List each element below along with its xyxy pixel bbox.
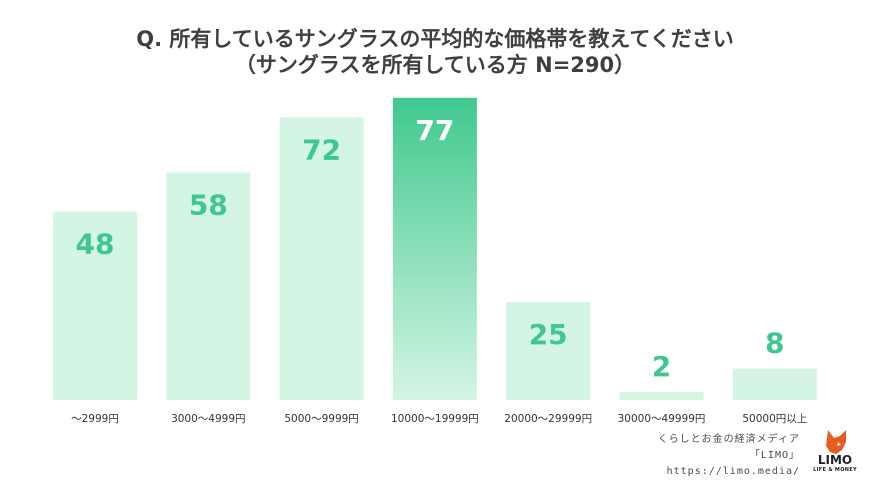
chart-title-line-1: Q. 所有しているサングラスの平均的な価格帯を教えてください: [136, 27, 734, 51]
bar-value-label-0: 48: [76, 228, 115, 261]
limo-logo: LIMO LIFE & MONEY: [812, 428, 858, 476]
bar-value-label-2: 72: [302, 133, 341, 166]
bar-1: [166, 172, 251, 400]
bar-6: [732, 368, 817, 400]
chart-title-line-2: （サングラスを所有している方 N=290）: [234, 53, 636, 77]
credit-brand: 「LIMO」: [749, 450, 800, 461]
bar-value-label-1: 58: [189, 188, 228, 221]
bar-value-label-5: 2: [652, 350, 671, 383]
fox-icon: [826, 430, 846, 454]
credit-media-name: くらしとお金の経済メディア: [657, 434, 800, 445]
credit-url: https://limo.media/: [666, 466, 800, 477]
logo-subtext: LIFE & MONEY: [813, 467, 857, 473]
x-tick-label-5: 30000〜49999円: [618, 413, 706, 425]
bar-value-label-6: 8: [765, 327, 784, 360]
x-tick-label-6: 50000円以上: [742, 413, 807, 425]
bar-5: [619, 392, 704, 400]
credit: くらしとお金の経済メディア 「LIMO」 https://limo.media/: [600, 432, 800, 480]
chart-title: Q. 所有しているサングラスの平均的な価格帯を教えてください （サングラスを所有…: [0, 26, 870, 78]
x-tick-label-4: 20000〜29999円: [504, 413, 592, 425]
x-tick-label-1: 3000〜4999円: [171, 413, 245, 425]
x-tick-label-0: 〜2999円: [71, 413, 119, 425]
bar-value-label-3: 77: [415, 114, 454, 147]
bar-4: [506, 301, 591, 400]
bar-0: [53, 211, 137, 400]
logo-text: LIMO: [817, 453, 853, 467]
x-tick-label-2: 5000〜9999円: [284, 413, 358, 425]
bar-value-label-4: 25: [529, 318, 568, 351]
x-tick-label-3: 10000〜19999円: [391, 413, 479, 425]
bar-3: [392, 97, 477, 401]
bar-2: [279, 117, 364, 401]
